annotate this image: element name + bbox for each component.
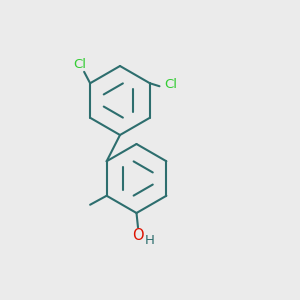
Text: H: H — [145, 233, 154, 247]
Text: O: O — [132, 228, 144, 243]
Text: Cl: Cl — [164, 78, 177, 91]
Text: Cl: Cl — [73, 58, 86, 71]
